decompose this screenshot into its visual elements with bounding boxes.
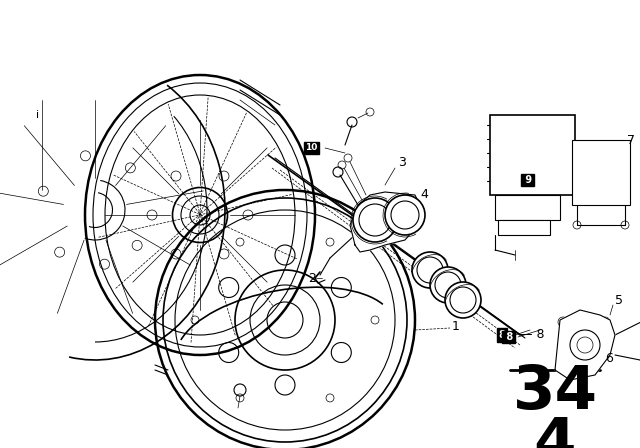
Text: 5: 5 <box>615 293 623 306</box>
Text: 7: 7 <box>627 134 635 146</box>
Circle shape <box>385 195 425 235</box>
Text: 10: 10 <box>305 143 317 152</box>
Circle shape <box>353 198 397 242</box>
Text: 4: 4 <box>534 415 576 448</box>
Text: 8: 8 <box>499 330 506 340</box>
Text: — 8: — 8 <box>520 328 545 341</box>
Text: i: i <box>36 110 40 120</box>
Text: 4: 4 <box>420 189 428 202</box>
Circle shape <box>445 282 481 318</box>
Text: 9: 9 <box>522 175 532 185</box>
Bar <box>495 195 560 220</box>
Circle shape <box>412 252 448 288</box>
Bar <box>490 115 575 195</box>
Polygon shape <box>555 310 615 380</box>
Bar <box>498 220 550 235</box>
Text: 2: 2 <box>308 271 316 284</box>
Circle shape <box>155 190 415 448</box>
Text: 3: 3 <box>398 156 406 169</box>
Text: 6: 6 <box>605 352 613 365</box>
Circle shape <box>570 330 600 360</box>
Circle shape <box>430 267 466 303</box>
Text: 8: 8 <box>503 332 513 342</box>
Text: 34: 34 <box>513 363 598 422</box>
Bar <box>572 140 630 205</box>
Text: 1: 1 <box>452 320 460 333</box>
Polygon shape <box>350 192 420 252</box>
